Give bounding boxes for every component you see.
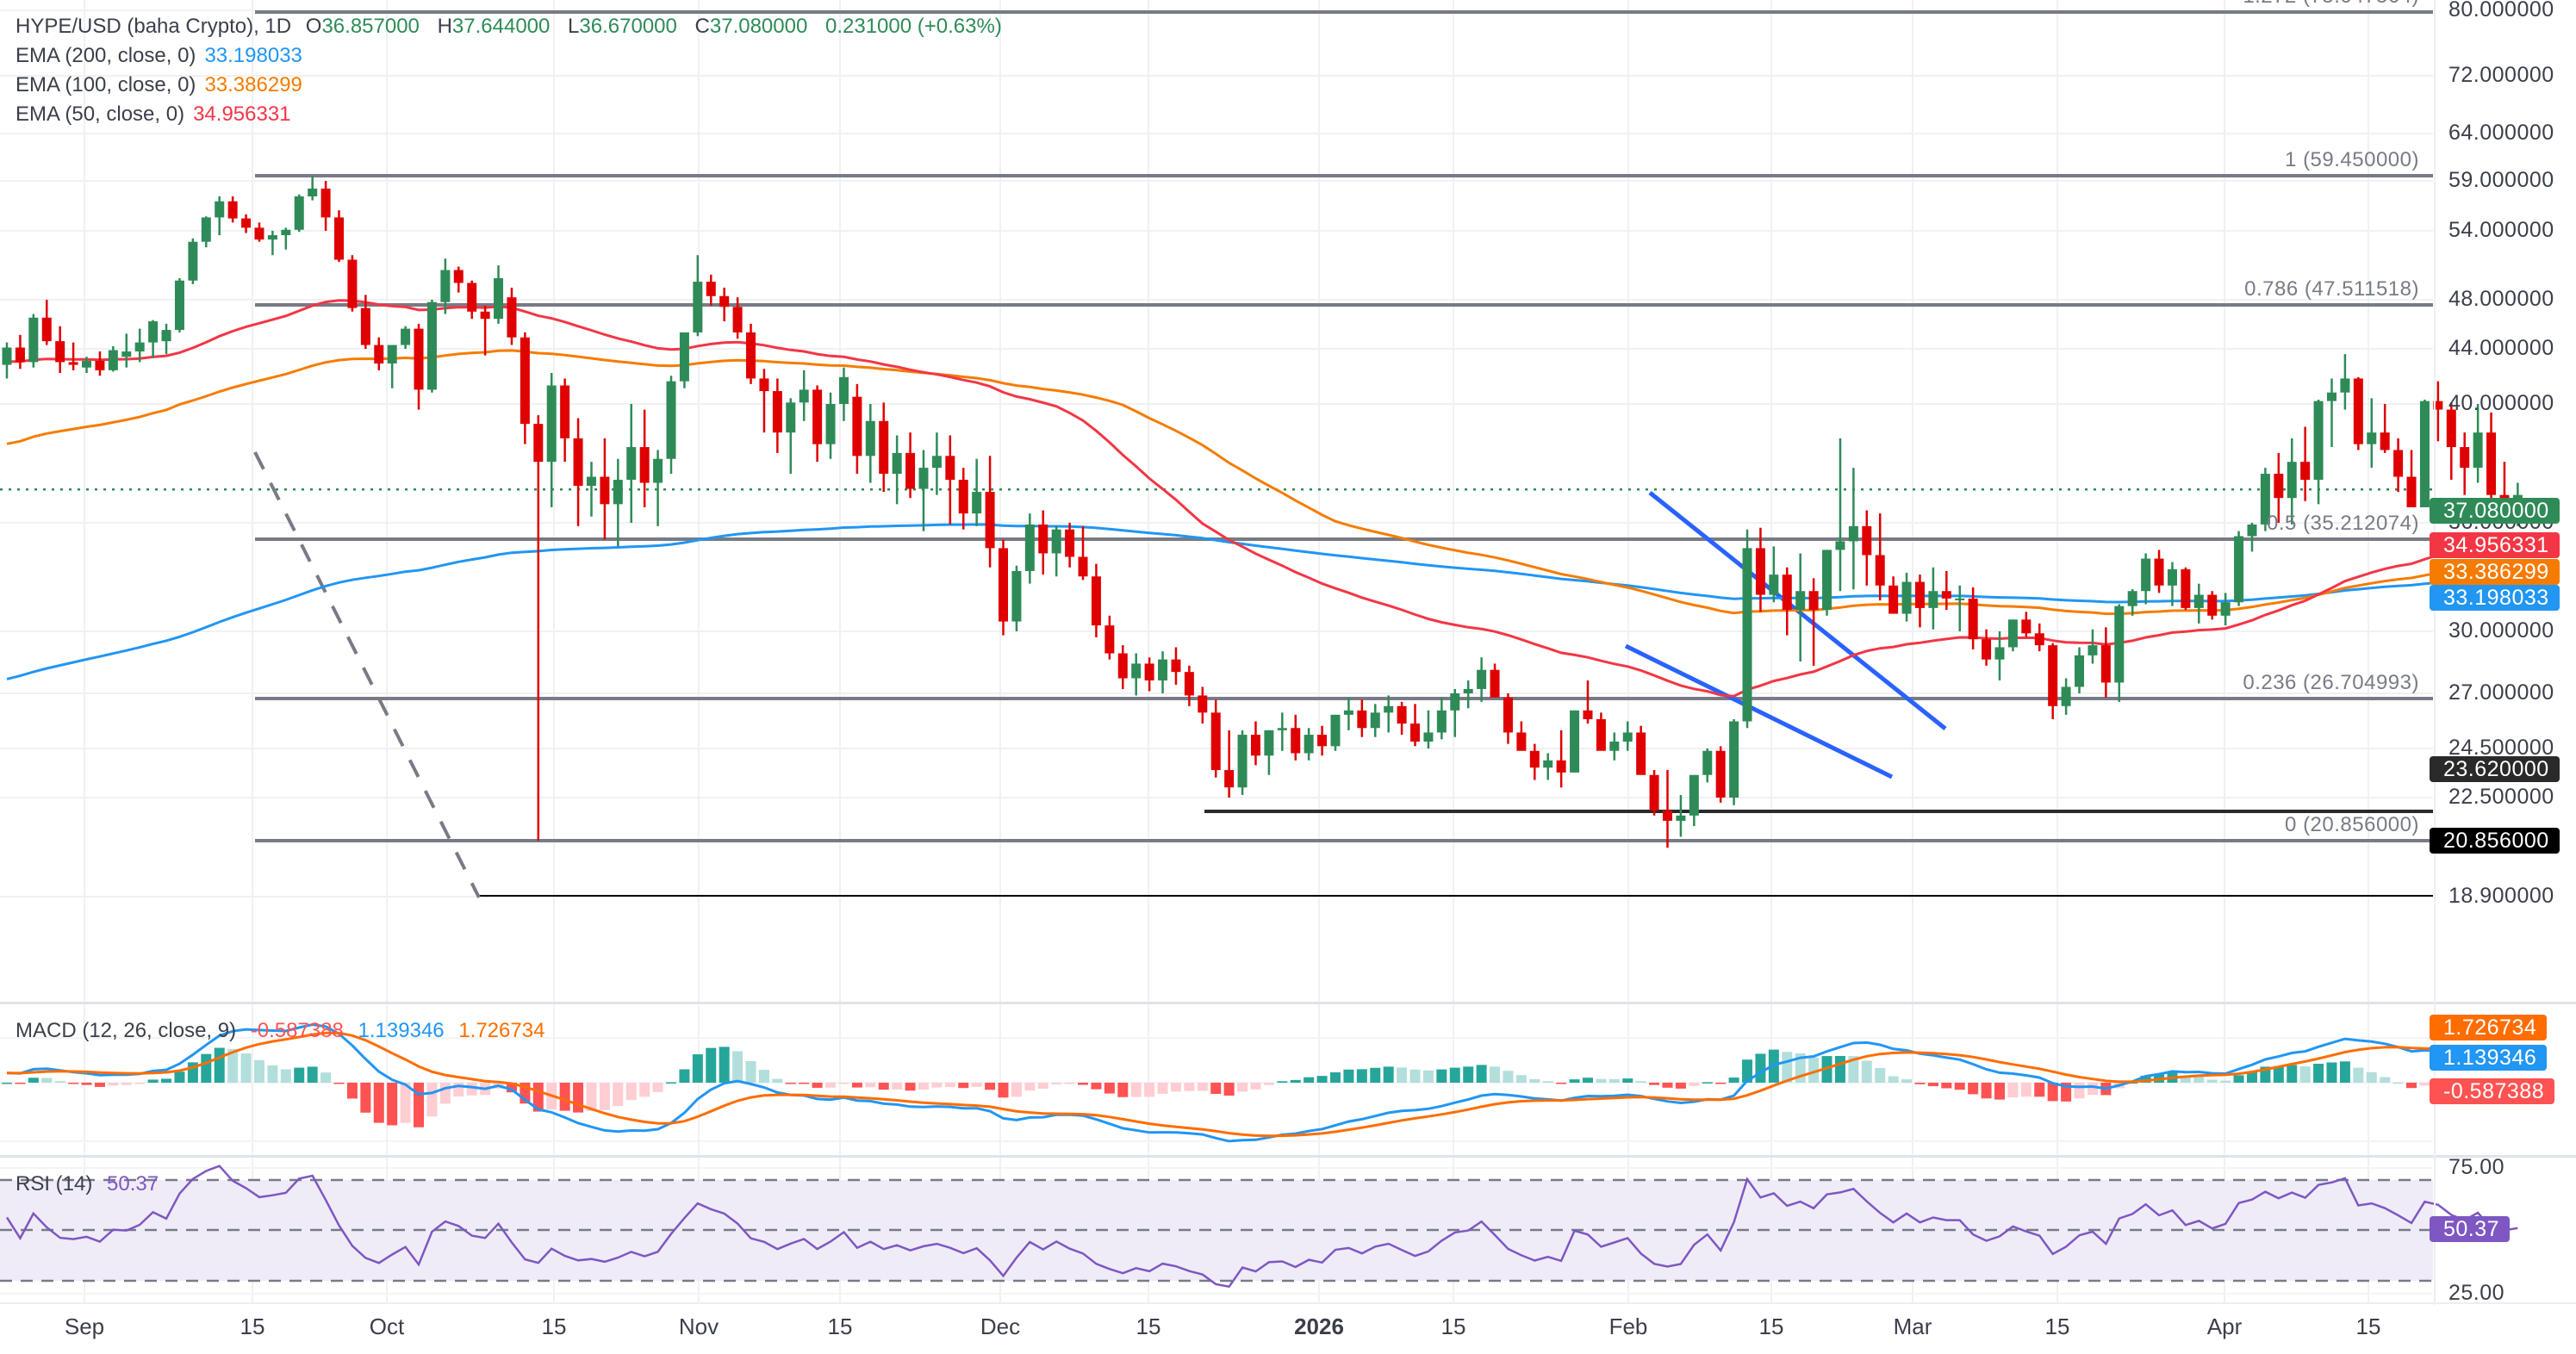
- price-tag: 33.198033: [2430, 585, 2560, 611]
- ema100-legend[interactable]: EMA (100, close, 0) 33.386299: [16, 73, 302, 96]
- macd-tag: -0.587388: [2430, 1078, 2555, 1104]
- close-value: 37.080000: [709, 15, 808, 38]
- time-tick-label: Nov: [678, 1314, 719, 1339]
- price-tag: 23.620000: [2430, 756, 2560, 782]
- price-tick-label: 72.000000: [2448, 63, 2554, 87]
- rsi-tag: 50.37: [2430, 1216, 2511, 1242]
- change-value: 0.231000 (+0.63%): [825, 15, 1002, 38]
- price-tick-label: 64.000000: [2448, 121, 2554, 145]
- time-tick-label: Oct: [369, 1314, 405, 1339]
- price-tag: 33.386299: [2430, 559, 2560, 585]
- time-tick-label: Mar: [1893, 1314, 1932, 1339]
- price-tick-label: 48.000000: [2448, 287, 2554, 311]
- open-value: 36.857000: [321, 15, 420, 38]
- fib-level-label: 0.5 (35.212074): [2267, 512, 2419, 535]
- time-tick-label: Dec: [980, 1314, 1021, 1339]
- rsi-band: [0, 1178, 2433, 1283]
- macd-histogram-value: -0.587388: [250, 1019, 344, 1042]
- high-value: 37.644000: [451, 15, 551, 38]
- price-tick-label: 54.000000: [2448, 218, 2554, 242]
- price-tick-label: 44.000000: [2448, 336, 2554, 360]
- main-legend: HYPE/USD (baha Crypto), 1D O36.857000 H3…: [16, 12, 1011, 129]
- rsi-tick-label: 75.00: [2448, 1155, 2505, 1179]
- time-tick-label: 15: [2044, 1314, 2070, 1339]
- time-tick-label: 2026: [1294, 1314, 1344, 1339]
- rsi-legend[interactable]: RSI (14) 50.37: [16, 1172, 159, 1196]
- price-tick-label: 27.000000: [2448, 680, 2554, 705]
- price-tick-label: 22.500000: [2448, 785, 2554, 809]
- time-tick-label: 15: [1758, 1314, 1784, 1339]
- price-tick-label: 18.900000: [2448, 884, 2554, 908]
- fibonacci-lines: [255, 10, 2433, 842]
- ema-lines: [6, 299, 2518, 698]
- fib-level-label: 1 (59.450000): [2285, 148, 2419, 171]
- fib-level-label: 0.236 (26.704993): [2243, 671, 2419, 694]
- macd-tag: 1.726734: [2430, 1015, 2548, 1040]
- rsi-value: 50.37: [107, 1172, 159, 1196]
- price-tick-label: 40.000000: [2448, 391, 2554, 415]
- price-tick-label: 59.000000: [2448, 168, 2554, 192]
- trend-drawings: [0, 451, 2433, 898]
- fib-level-label: 0 (20.856000): [2285, 813, 2419, 836]
- price-axis-border: [2434, 0, 2436, 1305]
- time-tick-label: 15: [1136, 1314, 1161, 1339]
- price-tick-label: 24.500000: [2448, 736, 2554, 760]
- macd-legend[interactable]: MACD (12, 26, close, 9) -0.587388 1.1393…: [16, 1019, 545, 1042]
- time-tick-label: 15: [827, 1314, 853, 1339]
- low-value: 36.670000: [579, 15, 677, 38]
- rsi-tick-label: 25.00: [2448, 1281, 2505, 1305]
- time-tick-label: Apr: [2206, 1314, 2243, 1339]
- time-tick-label: 15: [1440, 1314, 1466, 1339]
- ohlc-row[interactable]: HYPE/USD (baha Crypto), 1D O36.857000 H3…: [16, 15, 1002, 38]
- pane-separator-rsi[interactable]: [0, 1155, 2576, 1158]
- ema200-legend[interactable]: EMA (200, close, 0) 33.198033: [16, 44, 302, 67]
- time-tick-label: Sep: [64, 1314, 105, 1339]
- pane-separator-macd[interactable]: [0, 1002, 2576, 1004]
- symbol-title[interactable]: HYPE/USD (baha Crypto), 1D: [16, 15, 292, 38]
- candlesticks: [2, 176, 2523, 848]
- rsi-line: [5, 1165, 2518, 1289]
- macd-pane: [2, 1022, 2523, 1143]
- macd-tag: 1.139346: [2430, 1045, 2548, 1071]
- price-tick-label: 80.000000: [2448, 0, 2554, 22]
- time-axis-border: [0, 1302, 2576, 1304]
- fib-level-label: 1.272 (75.047564): [2243, 0, 2419, 9]
- price-tag: 20.856000: [2430, 828, 2560, 854]
- time-tick-label: 15: [2355, 1314, 2381, 1339]
- macd-signal-value: 1.726734: [458, 1019, 545, 1042]
- time-tick-label: 15: [240, 1314, 265, 1339]
- time-tick-label: 15: [541, 1314, 567, 1339]
- price-tag: 37.080000: [2430, 498, 2560, 524]
- price-tag: 34.956331: [2430, 532, 2560, 558]
- macd-line-value: 1.139346: [358, 1019, 445, 1042]
- fib-level-label: 0.786 (47.511518): [2244, 277, 2419, 301]
- time-tick-label: Feb: [1608, 1314, 1648, 1339]
- ema50-legend[interactable]: EMA (50, close, 0) 34.956331: [16, 102, 291, 126]
- price-tick-label: 30.000000: [2448, 618, 2554, 643]
